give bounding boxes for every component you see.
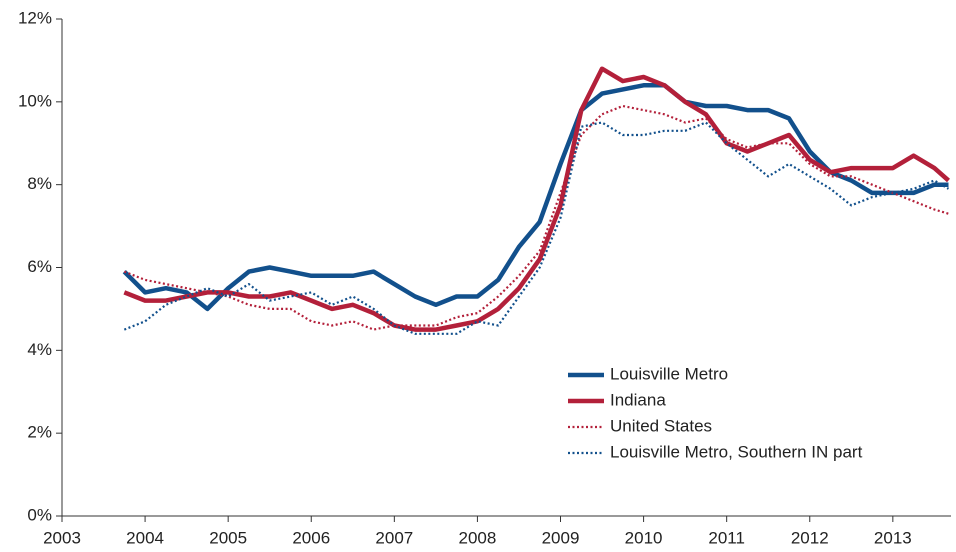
- legend-label: Louisville Metro: [610, 364, 728, 383]
- series-line: [123, 104, 949, 331]
- x-tick-label: 2009: [542, 528, 580, 547]
- x-tick-label: 2008: [459, 528, 497, 547]
- x-tick-label: 2012: [791, 528, 829, 547]
- x-tick-label: 2007: [375, 528, 413, 547]
- y-tick-label: 6%: [27, 257, 52, 276]
- series-line: [123, 66, 950, 332]
- x-tick-label: 2003: [43, 528, 81, 547]
- y-tick-label: 0%: [27, 505, 52, 524]
- x-tick-label: 2005: [209, 528, 247, 547]
- y-tick-label: 8%: [27, 174, 52, 193]
- y-tick-label: 12%: [18, 8, 52, 27]
- legend-label: Indiana: [610, 390, 666, 409]
- y-tick-label: 4%: [27, 340, 52, 359]
- x-tick-label: 2010: [625, 528, 663, 547]
- x-tick-label: 2006: [292, 528, 330, 547]
- x-tick-label: 2013: [874, 528, 912, 547]
- x-tick-label: 2004: [126, 528, 164, 547]
- legend-label: United States: [610, 416, 712, 435]
- x-tick-label: 2011: [708, 528, 745, 547]
- legend-label: Louisville Metro, Southern IN part: [610, 442, 863, 461]
- y-tick-label: 2%: [27, 423, 52, 442]
- y-tick-label: 10%: [18, 91, 52, 110]
- series-line: [123, 121, 950, 335]
- series-line: [122, 83, 949, 312]
